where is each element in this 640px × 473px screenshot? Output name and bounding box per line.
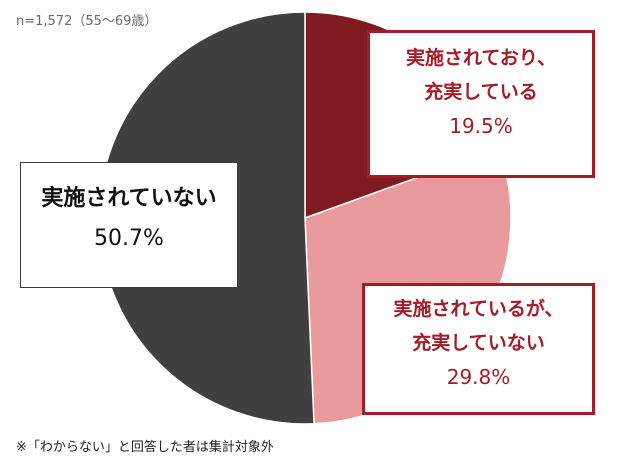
callout-value: 19.5% bbox=[449, 114, 513, 138]
callout-not-implemented: 実施されていない 50.7% bbox=[20, 162, 238, 288]
callout-label-line-1: 実施されているが、 bbox=[393, 298, 564, 320]
callout-label-line-1: 実施されており、 bbox=[405, 47, 557, 69]
callout-value: 50.7% bbox=[94, 226, 164, 251]
footnote: ※「わからない」と回答した者は集計対象外 bbox=[16, 440, 274, 455]
callout-label-line-2: 充実している bbox=[424, 81, 538, 103]
callout-implemented-satisfied: 実施されており、 充実している 19.5% bbox=[367, 30, 595, 178]
callout-label-line-2: 充実していない bbox=[412, 332, 545, 354]
callout-implemented-not-satisfied: 実施されているが、 充実していない 29.8% bbox=[362, 283, 595, 415]
callout-label-line-1: 実施されていない bbox=[41, 186, 217, 211]
callout-value: 29.8% bbox=[446, 365, 511, 389]
sample-size-note: n=1,572（55～69歳） bbox=[16, 14, 158, 29]
